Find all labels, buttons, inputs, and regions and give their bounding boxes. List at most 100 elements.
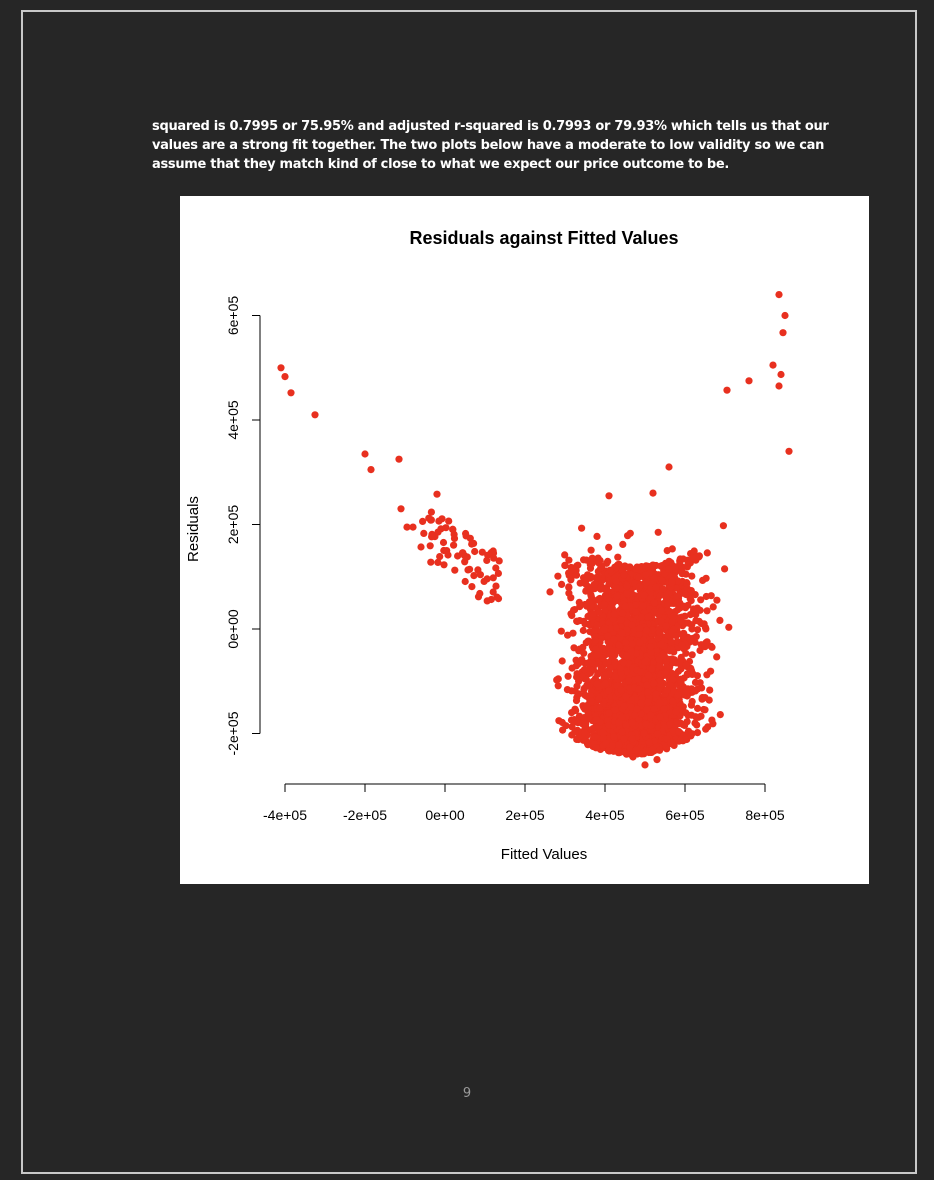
data-point — [682, 688, 691, 696]
data-point — [546, 588, 554, 596]
data-point — [564, 672, 572, 680]
data-point — [403, 523, 411, 531]
data-point — [716, 616, 724, 624]
data-point — [604, 557, 612, 565]
data-point — [489, 588, 497, 596]
data-point — [665, 463, 673, 471]
data-point — [647, 711, 655, 719]
data-point — [595, 595, 603, 603]
data-point — [623, 590, 631, 598]
data-point — [641, 761, 649, 769]
data-point — [636, 624, 644, 632]
data-point — [281, 373, 289, 381]
data-point — [427, 516, 435, 524]
x-tick-label: 4e+05 — [585, 807, 625, 823]
data-point — [618, 728, 626, 736]
data-point — [635, 573, 643, 581]
data-point — [563, 686, 571, 694]
y-tick-label: 4e+05 — [225, 400, 241, 440]
data-point — [569, 629, 577, 637]
data-point — [565, 583, 573, 591]
data-point — [674, 720, 682, 728]
data-point — [277, 364, 285, 372]
data-point — [650, 599, 658, 607]
data-point — [492, 582, 500, 590]
data-point — [687, 587, 695, 595]
page-frame — [21, 10, 917, 1174]
data-point — [660, 652, 668, 660]
data-point — [667, 638, 675, 646]
data-point — [561, 551, 569, 559]
data-point — [568, 709, 576, 717]
x-tick-label: 6e+05 — [665, 807, 705, 823]
data-point — [628, 640, 636, 648]
data-point — [654, 528, 662, 536]
data-point — [440, 561, 448, 569]
data-point — [677, 677, 685, 685]
data-point — [631, 608, 640, 616]
page-number: 9 — [462, 1086, 472, 1101]
data-point — [656, 746, 664, 754]
data-point — [610, 733, 618, 741]
data-point — [466, 565, 474, 573]
data-point — [611, 672, 619, 681]
data-point — [417, 543, 425, 551]
data-point — [601, 606, 609, 614]
data-point — [434, 558, 442, 566]
data-point — [599, 654, 607, 662]
data-point — [686, 635, 694, 643]
data-point — [618, 629, 626, 637]
data-point — [647, 643, 655, 651]
data-point — [444, 551, 452, 559]
data-point — [668, 617, 676, 625]
data-point — [673, 592, 681, 600]
data-point — [311, 411, 319, 419]
data-point — [648, 665, 656, 673]
data-point — [582, 556, 590, 564]
data-point — [593, 532, 601, 540]
data-point — [557, 627, 565, 635]
data-point — [692, 713, 700, 721]
data-point — [779, 329, 787, 337]
data-point — [489, 574, 497, 582]
data-point — [777, 370, 785, 379]
data-point — [361, 450, 369, 458]
data-point — [582, 720, 590, 728]
y-axis-label: Residuals — [185, 496, 202, 562]
data-point — [650, 574, 658, 582]
data-point — [708, 643, 716, 651]
data-point — [561, 561, 569, 569]
data-point — [636, 638, 644, 647]
data-point — [584, 659, 592, 667]
data-point — [590, 580, 598, 588]
data-point — [608, 600, 616, 608]
data-point — [677, 617, 685, 625]
chart-title: Residuals against Fitted Values — [409, 228, 678, 248]
data-point — [644, 698, 652, 706]
x-axis: -4e+05 -2e+05 0e+00 2e+05 4e+05 6e+05 8e+05 — [263, 783, 785, 823]
data-point — [656, 713, 664, 721]
data-point — [702, 592, 710, 601]
data-point — [461, 577, 469, 586]
data-point — [690, 605, 698, 613]
data-point — [620, 571, 628, 579]
data-point — [705, 696, 713, 704]
data-point — [781, 311, 789, 320]
data-point — [620, 702, 628, 710]
data-point — [637, 613, 646, 621]
data-points — [277, 291, 793, 769]
data-point — [642, 579, 651, 587]
y-tick-label: -2e+05 — [225, 711, 241, 755]
data-point — [650, 705, 658, 713]
data-point — [674, 691, 682, 699]
data-point — [585, 637, 593, 645]
data-point — [617, 686, 625, 694]
data-point — [612, 584, 621, 592]
data-point — [706, 686, 714, 694]
data-point — [721, 565, 729, 573]
data-point — [468, 540, 476, 548]
data-point — [656, 591, 664, 600]
data-point — [702, 725, 710, 733]
data-point — [657, 617, 665, 625]
data-point — [492, 564, 500, 572]
